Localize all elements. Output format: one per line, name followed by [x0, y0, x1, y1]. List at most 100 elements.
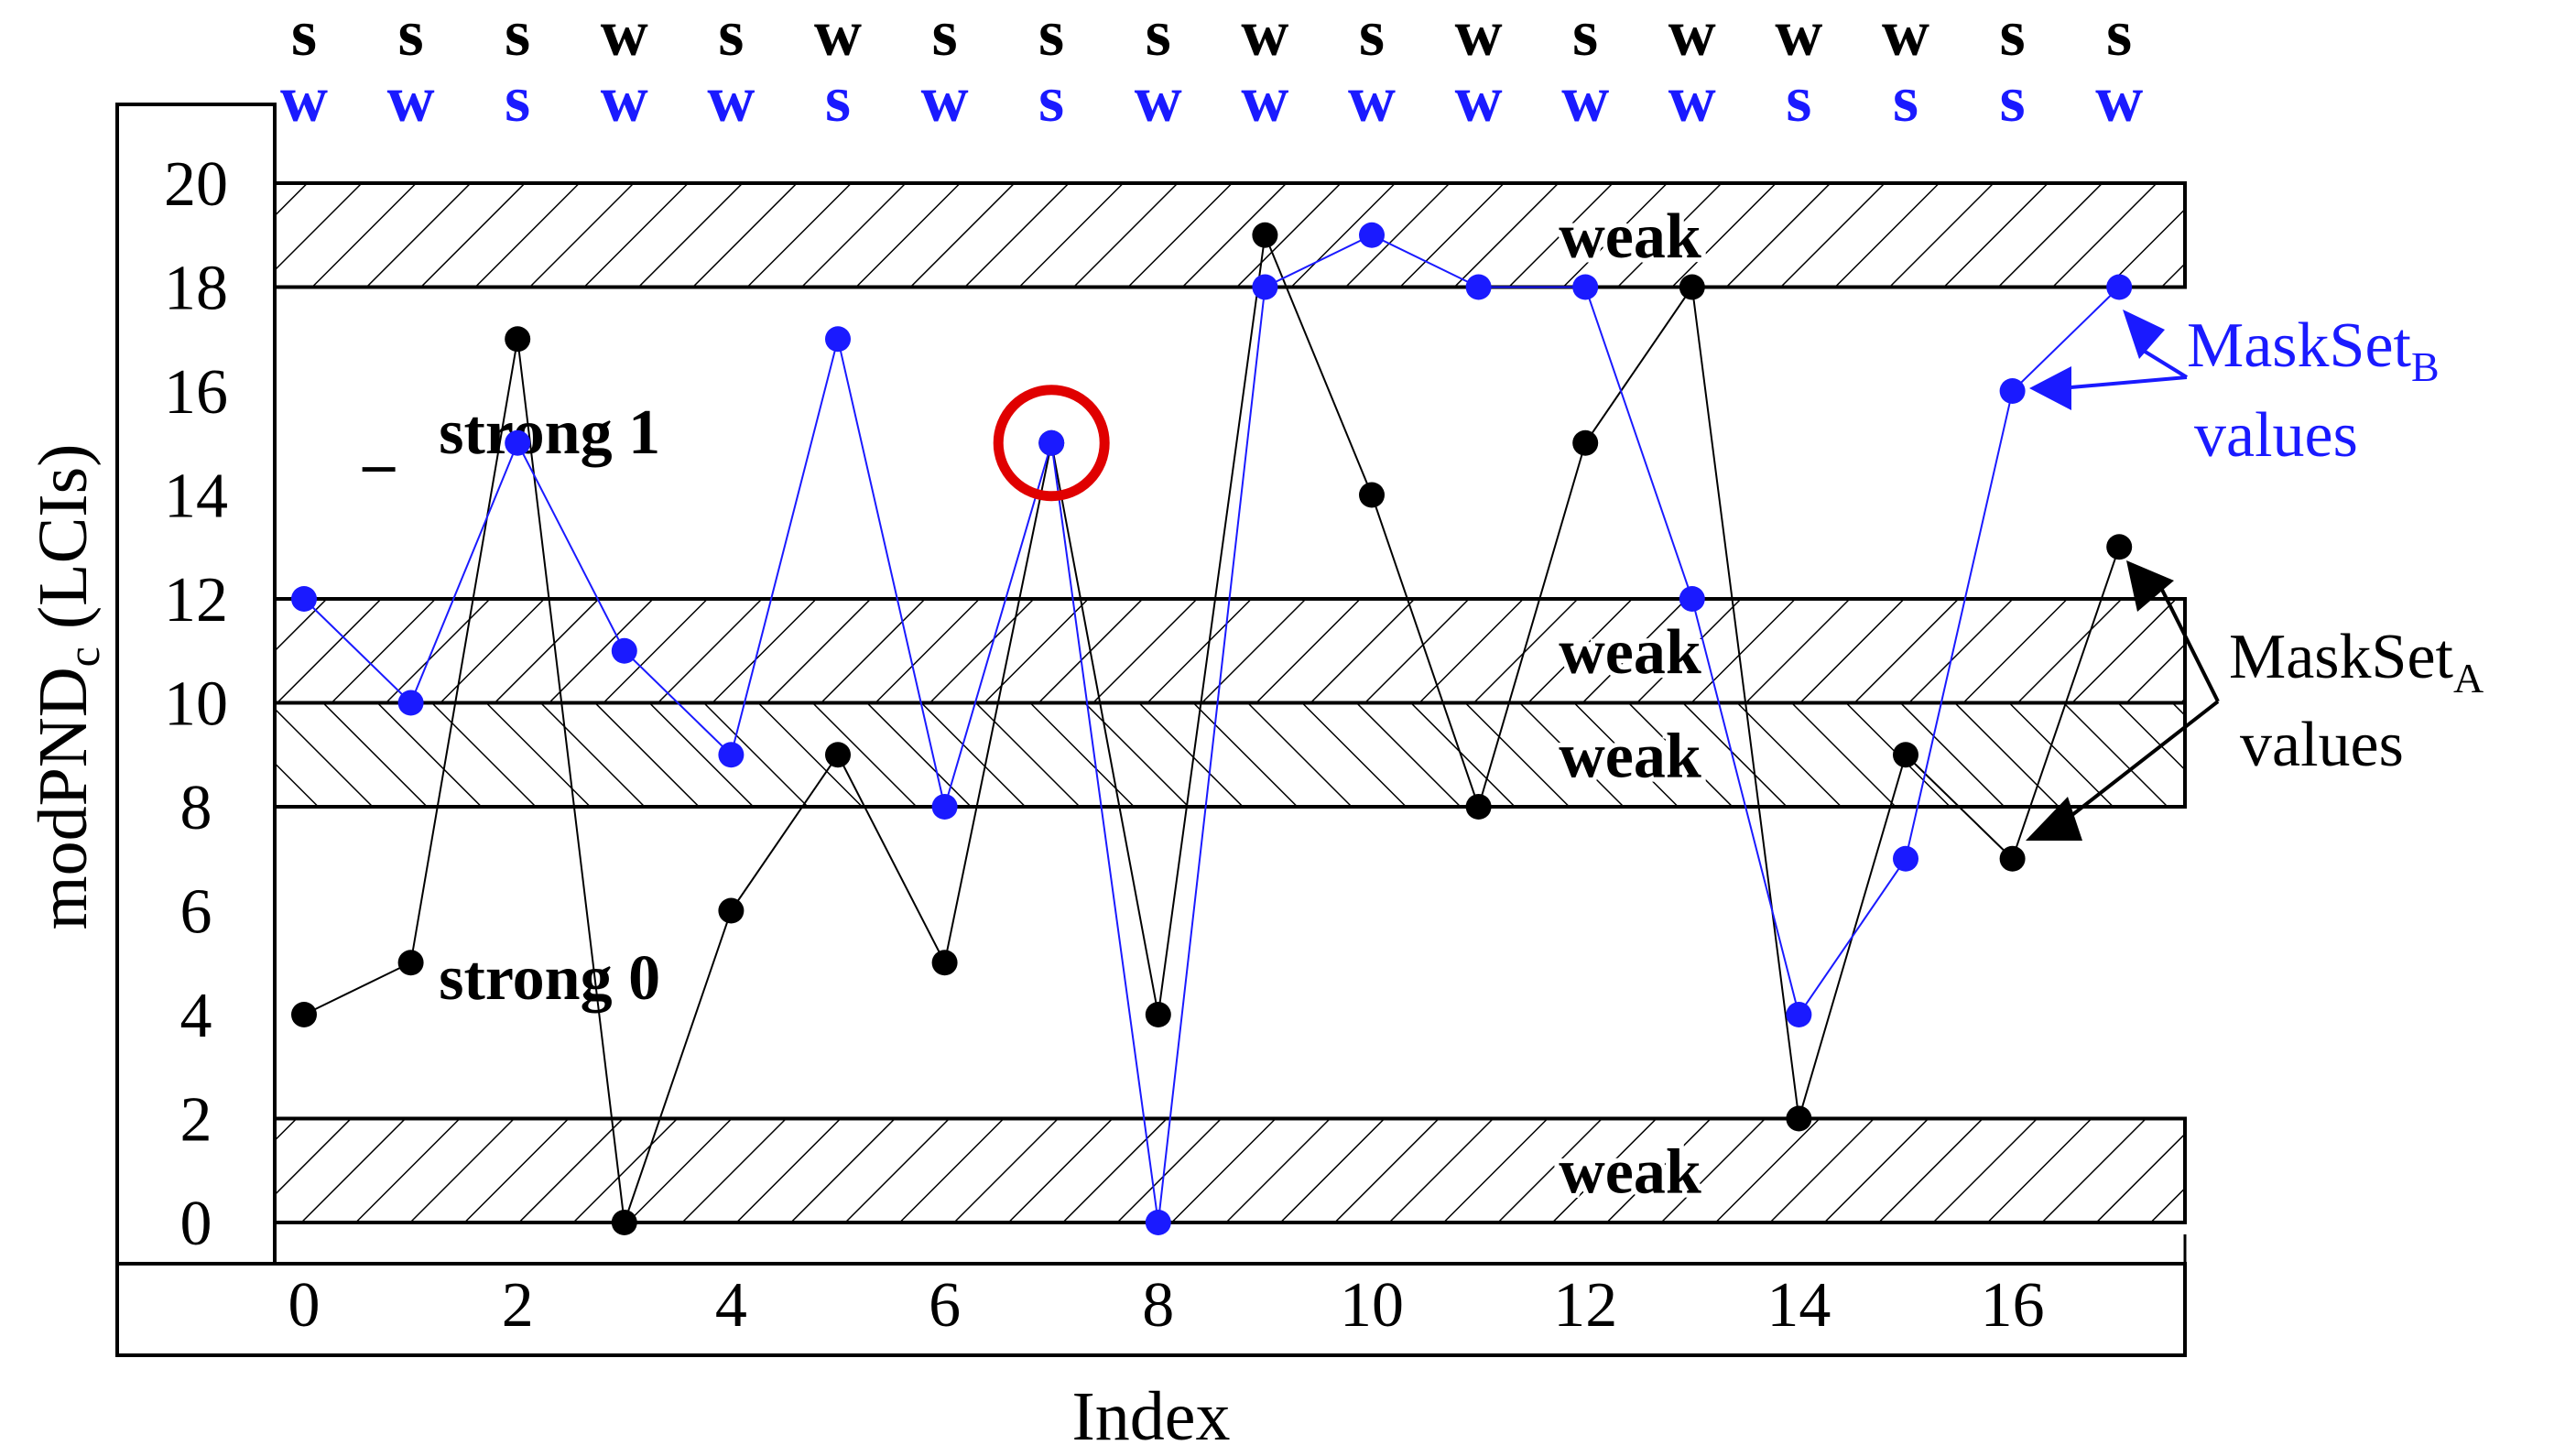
- series-point-a: [1893, 742, 1918, 768]
- top-label-b: s: [505, 62, 530, 136]
- top-label-a: s: [718, 0, 744, 70]
- series-point-a: [1572, 429, 1599, 456]
- top-label-a: s: [398, 0, 424, 70]
- maskset-b-arrowhead-2: [2029, 366, 2071, 410]
- top-label-b: s: [825, 62, 851, 136]
- y-tick-label: 20: [164, 149, 228, 220]
- region-label: –: [362, 429, 396, 499]
- top-label-a: w: [1775, 0, 1822, 70]
- maskset-b-main: MaskSet: [2187, 310, 2412, 381]
- maskset-a-arrowhead-1: [2126, 560, 2174, 612]
- x-tick-label: 10: [1340, 1270, 1404, 1341]
- top-label-a: w: [1455, 0, 1503, 70]
- series-point-b: [611, 637, 637, 664]
- top-label-a: w: [601, 0, 648, 70]
- x-tick-labels: 0 2 4 6 8 10 12 14 16: [288, 1270, 2045, 1341]
- maskset-a-arrow-bracket-2: [2059, 700, 2220, 826]
- series-point-a: [1999, 845, 2026, 872]
- series-line-b: [303, 234, 2120, 1223]
- y-axis-title: modPNDc (LCIs): [25, 444, 109, 930]
- series-point-b: [291, 586, 317, 612]
- maskset-a-label: MaskSetA: [2229, 622, 2483, 701]
- y-axis-title-main: modPND: [25, 667, 102, 929]
- y-tick-label: 16: [164, 357, 228, 428]
- weak-bands: weak weak weak weak: [273, 181, 2187, 1224]
- x-tick-label: 0: [288, 1270, 321, 1341]
- top-label-b: w: [601, 62, 648, 136]
- weak-band-2: [273, 701, 2187, 809]
- y-axis-title-sub: c: [58, 647, 109, 667]
- series-point-b: [1465, 274, 1492, 300]
- y-tick-label: 2: [180, 1085, 212, 1156]
- weak-band-0: [273, 181, 2187, 289]
- top-label-b: w: [280, 62, 328, 136]
- series-point-a: [825, 742, 851, 768]
- maskset-b-arrow-bracket-1: [2137, 346, 2189, 379]
- top-label-b: w: [1348, 62, 1396, 136]
- top-label-b: w: [1668, 62, 1716, 136]
- x-tick-label: 12: [1553, 1270, 1617, 1341]
- series-point-a: [1465, 794, 1492, 820]
- x-tick-label: 16: [1981, 1270, 2045, 1341]
- x-tick-label: 14: [1766, 1270, 1831, 1341]
- x-tick-label: 6: [929, 1270, 961, 1341]
- series-points: [291, 222, 2133, 1235]
- top-label-b: w: [707, 62, 755, 136]
- maskset-a-arrow-bracket-1: [2154, 576, 2220, 702]
- y-tick-labels: 0 2 4 6 8 10 12 14 16 18 20: [164, 149, 228, 1259]
- weak-band-1: [273, 597, 2187, 705]
- series-point-b: [1999, 378, 2026, 404]
- series-point-a: [2106, 534, 2133, 560]
- series-line-a: [303, 231, 2121, 1223]
- maskset-a-sub: A: [2453, 655, 2483, 701]
- series-point-b: [1893, 845, 1918, 872]
- top-label-b: s: [1038, 62, 1064, 136]
- top-label-a: w: [1668, 0, 1716, 70]
- series-point-a: [1359, 482, 1385, 508]
- top-label-b: w: [1241, 62, 1288, 136]
- region-label: strong 1: [439, 397, 660, 468]
- top-label-b: w: [1561, 62, 1609, 136]
- top-label-a: s: [1038, 0, 1064, 70]
- maskset-a-main: MaskSet: [2229, 622, 2454, 692]
- x-axis-title: Index: [1071, 1378, 1230, 1455]
- series-point-b: [1252, 274, 1278, 300]
- top-label-a: w: [814, 0, 862, 70]
- series-point-a: [611, 1210, 637, 1235]
- maskset-a-annotation: MaskSetA values: [2026, 560, 2483, 841]
- region-labels: strong 1 strong 0 –: [362, 397, 660, 1014]
- series-point-a: [505, 326, 531, 353]
- series-point-a: [397, 950, 424, 976]
- top-label-b: w: [1455, 62, 1503, 136]
- maskset-a-values: values: [2240, 710, 2404, 780]
- maskset-b-label: MaskSetB: [2187, 310, 2440, 390]
- series-point-a: [1145, 1002, 1171, 1027]
- x-tick-label: 4: [715, 1270, 747, 1341]
- top-label-b: s: [2000, 62, 2026, 136]
- y-tick-label: 12: [164, 565, 228, 636]
- top-label-b: s: [1893, 62, 1918, 136]
- weak-band-label-3: weak: [1559, 1136, 1701, 1207]
- series-point-b: [1786, 1002, 1812, 1027]
- top-label-a: s: [505, 0, 530, 70]
- y-tick-label: 14: [164, 462, 228, 532]
- series-point-a: [1252, 222, 1278, 248]
- x-tick-label: 2: [502, 1270, 534, 1341]
- top-label-a: s: [1146, 0, 1171, 70]
- top-label-a: s: [291, 0, 317, 70]
- maskset-b-values: values: [2194, 400, 2358, 471]
- y-tick-label: 0: [180, 1189, 212, 1259]
- series-point-b: [2106, 274, 2133, 300]
- series-point-a: [718, 897, 745, 924]
- weak-band-label-1: weak: [1559, 617, 1701, 688]
- series-point-b: [505, 429, 531, 456]
- series-point-b: [825, 326, 851, 353]
- y-tick-label: 8: [180, 773, 212, 843]
- maskset-b-annotation: MaskSetB values: [2029, 310, 2440, 471]
- series-point-b: [397, 690, 424, 716]
- series-point-b: [1038, 429, 1065, 456]
- top-label-a: s: [2000, 0, 2026, 70]
- series-point-a: [931, 950, 958, 976]
- series-point-a: [1786, 1105, 1812, 1132]
